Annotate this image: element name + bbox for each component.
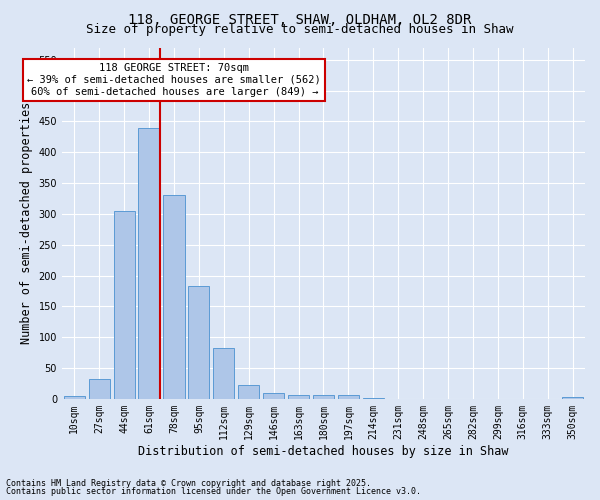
Y-axis label: Number of semi-detached properties: Number of semi-detached properties [20,102,33,344]
Bar [188,286,209,399]
X-axis label: Distribution of semi-detached houses by size in Shaw: Distribution of semi-detached houses by … [138,444,509,458]
Bar [263,392,284,399]
Text: Contains HM Land Registry data © Crown copyright and database right 2025.: Contains HM Land Registry data © Crown c… [6,478,371,488]
Text: 118 GEORGE STREET: 70sqm
← 39% of semi-detached houses are smaller (562)
60% of : 118 GEORGE STREET: 70sqm ← 39% of semi-d… [28,64,321,96]
Bar [64,396,85,399]
Bar [163,196,185,399]
Bar [362,398,384,399]
Bar [238,386,259,399]
Bar [338,394,359,399]
Bar [288,395,309,399]
Text: 118, GEORGE STREET, SHAW, OLDHAM, OL2 8DR: 118, GEORGE STREET, SHAW, OLDHAM, OL2 8D… [128,12,472,26]
Bar [313,394,334,399]
Text: Contains public sector information licensed under the Open Government Licence v3: Contains public sector information licen… [6,487,421,496]
Bar [562,397,583,399]
Text: Size of property relative to semi-detached houses in Shaw: Size of property relative to semi-detach… [86,22,514,36]
Bar [213,348,235,399]
Bar [139,128,160,399]
Bar [89,379,110,399]
Bar [113,211,135,399]
